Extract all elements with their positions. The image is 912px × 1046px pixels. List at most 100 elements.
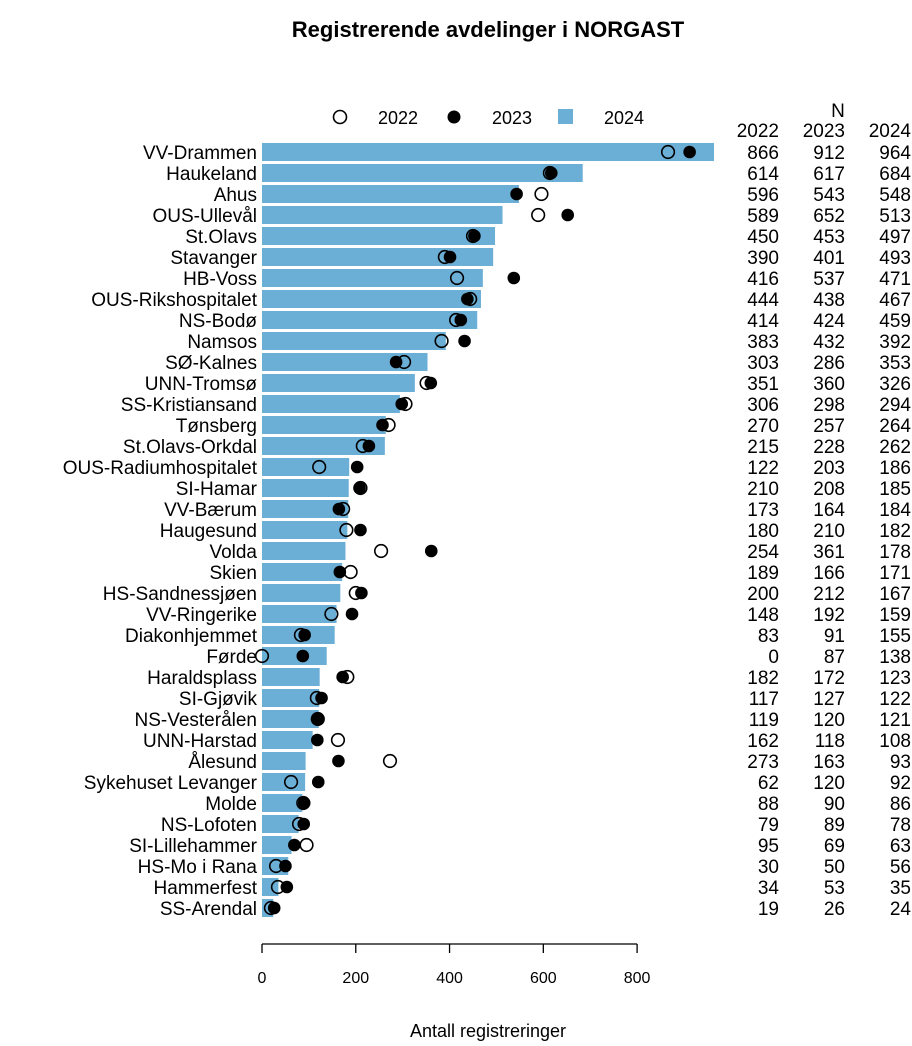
point-2023 (461, 292, 474, 306)
point-2022 (449, 270, 465, 286)
table-value-2022: 83 (758, 626, 779, 647)
table-value-2022: 117 (749, 689, 779, 710)
bar (262, 416, 386, 434)
table-header-2022: 2022 (737, 121, 779, 142)
point-2023 (544, 166, 558, 180)
table-value-2024: 964 (879, 143, 911, 164)
table-value-2024: 178 (879, 542, 911, 563)
point-2022 (434, 333, 449, 349)
point-2023 (683, 145, 696, 159)
table-value-2022: 180 (747, 521, 779, 542)
category-label: VV-Drammen (143, 143, 257, 164)
table-value-2023: 543 (813, 185, 845, 206)
point-2022 (339, 522, 354, 538)
category-label: Haugesund (160, 521, 257, 542)
table-value-2024: 392 (879, 332, 911, 353)
table-value-2024: 184 (879, 500, 911, 521)
table-value-2022: 416 (747, 269, 779, 290)
table-value-2023: 286 (813, 353, 845, 374)
bar (262, 458, 350, 476)
category-label: UNN-Harstad (143, 731, 257, 752)
point-2023 (333, 565, 347, 579)
point-2023 (355, 586, 368, 600)
point-2022 (254, 648, 270, 664)
bar (262, 248, 494, 266)
table-value-2024: 353 (879, 353, 911, 374)
table-value-2024: 548 (879, 185, 911, 206)
table-value-2023: 537 (813, 269, 845, 290)
table-value-2024: 63 (890, 836, 911, 857)
table-value-2024: 262 (879, 437, 911, 458)
table-value-2023: 118 (815, 731, 845, 752)
point-2023 (297, 796, 311, 810)
table-value-2024: 171 (879, 563, 911, 584)
bar (262, 668, 320, 686)
chart-title: Registrerende avdelinger i NORGAST (292, 17, 685, 42)
table-value-2022: 596 (747, 185, 779, 206)
table-value-2023: 50 (824, 857, 845, 878)
bar (262, 332, 446, 350)
table-value-2023: 212 (813, 584, 845, 605)
table-value-2023: 172 (813, 668, 845, 689)
point-2023 (297, 817, 311, 831)
bar (262, 794, 303, 812)
point-2023 (389, 355, 403, 369)
category-label: HB-Voss (183, 269, 257, 290)
table-value-2023: 438 (813, 290, 845, 311)
bar (262, 731, 313, 749)
table-value-2023: 87 (824, 647, 845, 668)
table-value-2023: 912 (813, 143, 845, 164)
category-label: St.Olavs-Orkdal (123, 437, 257, 458)
bar (262, 626, 335, 644)
table-value-2023: 424 (813, 311, 845, 332)
point-2022 (660, 144, 676, 160)
table-value-2024: 467 (879, 290, 911, 311)
category-labels: VV-DrammenHaukelandAhusOUS-UllevålSt.Ola… (63, 143, 258, 920)
bar (262, 521, 348, 539)
table-value-2024: 123 (879, 668, 911, 689)
table-value-2024: 513 (879, 206, 911, 227)
point-2023 (353, 481, 366, 495)
point-2022 (534, 186, 549, 202)
category-label: SØ-Kalnes (165, 353, 257, 374)
table-value-2022: 273 (747, 752, 779, 773)
bar (262, 206, 503, 224)
category-label: Sykehuset Levanger (84, 773, 258, 794)
table-value-2024: 684 (879, 164, 911, 185)
table-value-2023: 432 (813, 332, 845, 353)
bar (262, 164, 583, 182)
category-label: HS-Mo i Rana (138, 857, 258, 878)
category-label: NS-Bodø (179, 311, 258, 332)
point-2023 (468, 229, 481, 243)
table-value-2022: 19 (758, 899, 779, 920)
table-value-2022: 390 (747, 248, 779, 269)
category-label: St.Olavs (185, 227, 257, 248)
table-value-2024: 108 (879, 731, 911, 752)
bar (262, 500, 349, 518)
table-value-2023: 120 (813, 773, 845, 794)
table-value-2022: 122 (747, 458, 779, 479)
bar (262, 584, 341, 602)
point-2023 (315, 691, 328, 705)
legend-marker-2023 (447, 110, 461, 124)
table-value-2023: 210 (813, 521, 845, 542)
bar (262, 290, 481, 308)
bar (262, 143, 714, 161)
table-value-2022: 173 (747, 500, 779, 521)
bar (262, 815, 299, 833)
bar (262, 227, 496, 245)
table-value-2024: 56 (890, 857, 911, 878)
category-label: OUS-Rikshospitalet (91, 290, 257, 311)
category-label: Namsos (187, 332, 257, 353)
table-value-2024: 78 (890, 815, 911, 836)
point-2023 (561, 208, 575, 222)
x-axis: 0 200 400 800 600 (258, 943, 651, 987)
table-value-2022: 614 (747, 164, 779, 185)
table-header-2023: 2023 (803, 121, 845, 142)
table-header-n: N (831, 101, 845, 122)
table-value-2024: 294 (879, 395, 911, 416)
table-value-2022: 119 (749, 710, 779, 731)
table-value-2023: 208 (813, 479, 845, 500)
table-value-2022: 589 (747, 206, 779, 227)
